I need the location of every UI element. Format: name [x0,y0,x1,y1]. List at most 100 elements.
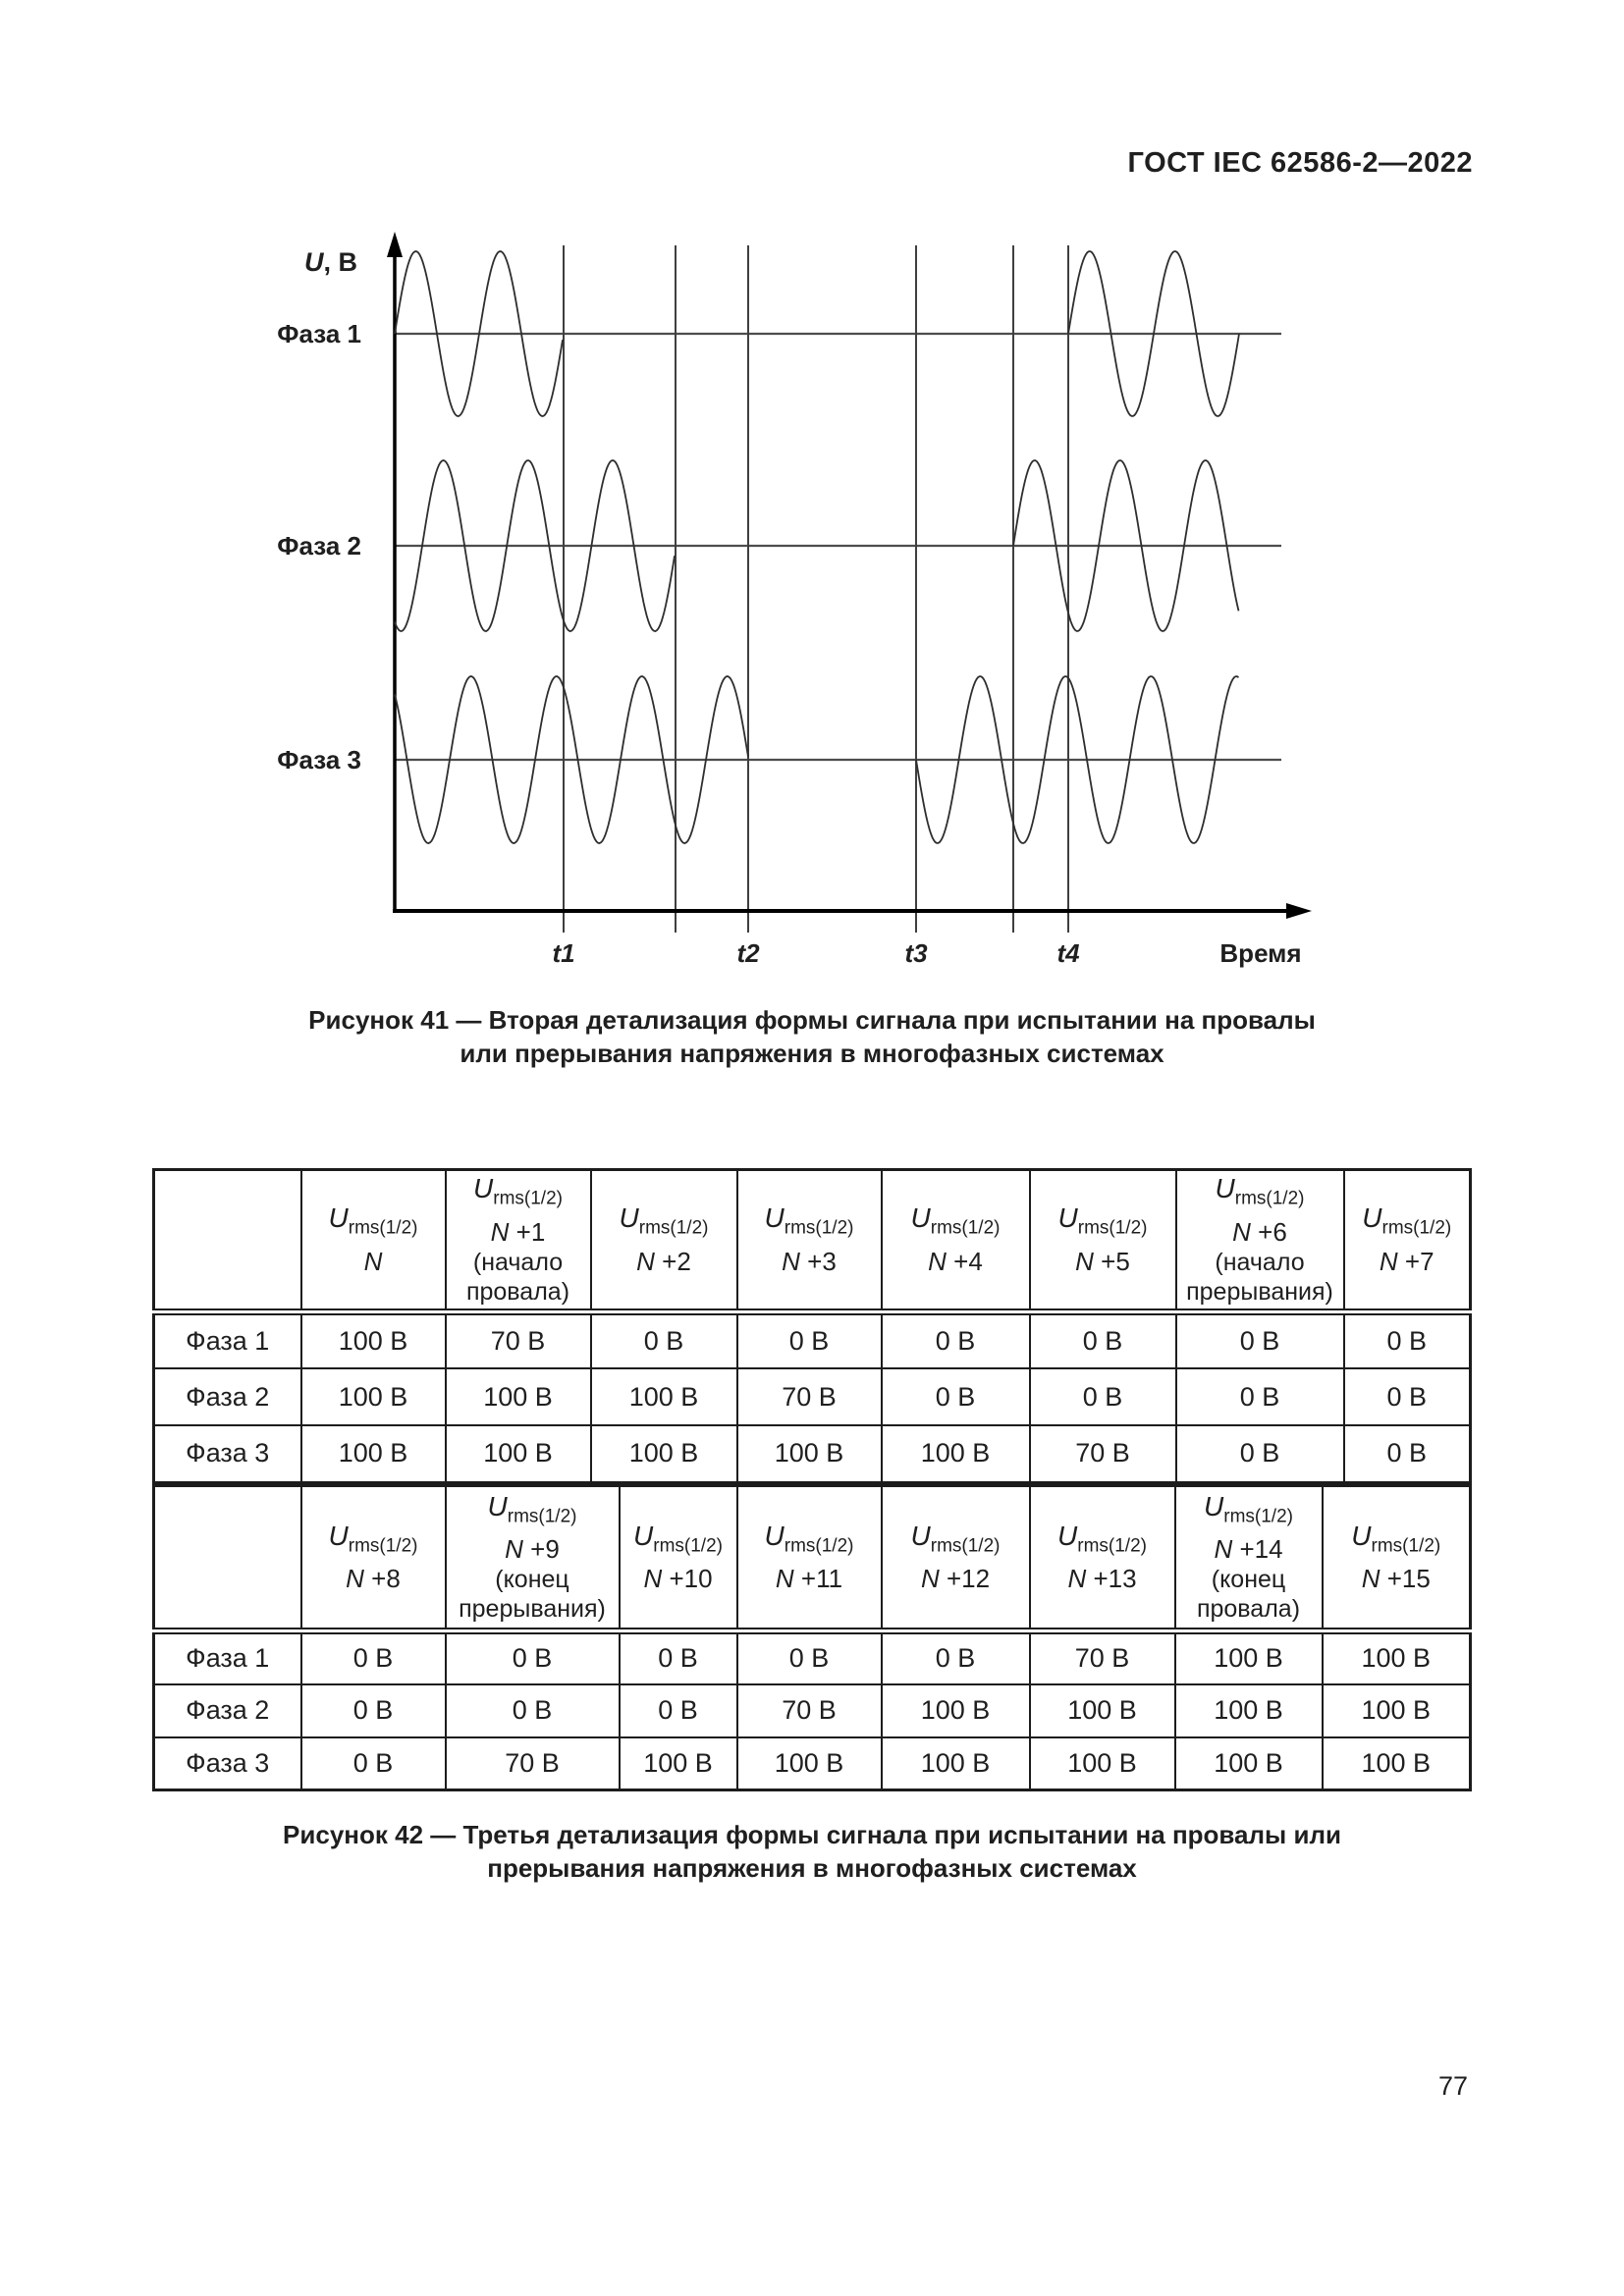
t2-label: t2 [736,938,760,968]
header-cell-7: Urms(1/2) N +7 [1342,1168,1472,1315]
value-cell-r2-c7: 100 В [1173,1682,1324,1738]
phase-label-cell: Фаза 2 [152,1367,302,1427]
u-symbol: U [1362,1202,1382,1233]
value-cell-r2-c4: 70 В [735,1682,883,1738]
value-cell-r1-c7: 0 В [1174,1310,1345,1370]
u-symbol: U [764,1202,785,1233]
value-cell-r1-c5: 0 В [880,1310,1031,1370]
value-cell-r3-c2: 70 В [444,1735,621,1791]
phase-label-cell: Фаза 3 [152,1735,302,1791]
sine-wave-phase-1-seg-2 [1067,250,1240,417]
corner-cell [152,1484,302,1634]
value-cell-r2-c2: 100 В [444,1367,592,1427]
half-cycle-index: N +13 [1067,1564,1137,1594]
u-symbol: U [487,1490,508,1522]
value-cell-r3-c1: 0 В [299,1735,447,1791]
half-cycle-index: N +1 [490,1216,546,1247]
value-cell-r3-c2: 100 В [444,1424,592,1484]
header-cell-0: Urms(1/2) N +8 [299,1484,447,1634]
value-cell-r2-c3: 0 В [618,1682,738,1738]
u-symbol: U [1057,1202,1078,1233]
header-cell-5: Urms(1/2) N +13 [1028,1484,1176,1634]
half-cycle-index: N [363,1246,383,1276]
voltage-table-2: Urms(1/2) N +8 Urms(1/2) N +9 (конец прерыва… [152,1484,1472,1791]
phase-label-cell: Фаза 1 [152,1629,302,1685]
value-cell-r3-c4: 100 В [735,1735,883,1791]
value-cell-r2-c1: 0 В [299,1682,447,1738]
half-cycle-index: N +9 [505,1534,560,1565]
value-cell-r3-c7: 100 В [1173,1735,1324,1791]
header-cell-6: Urms(1/2) N +6 (начало прерывания) [1174,1168,1345,1315]
t1-label: t1 [552,938,574,968]
u-symbol: U [910,1520,931,1551]
u-subscript: rms(1/2) [1371,1535,1441,1557]
phase-3-label: Фаза 3 [277,745,361,774]
value-cell-r1-c6: 70 В [1028,1629,1176,1685]
corner-cell [152,1168,302,1315]
t3-label: t3 [904,938,928,968]
half-cycle-index: N +11 [775,1564,843,1594]
value-cell-r1-c1: 100 В [299,1310,447,1370]
event-note: (начало провала) [465,1248,570,1306]
half-cycle-index: N +6 [1232,1216,1287,1247]
u-symbol: U [1351,1520,1372,1551]
standard-number-header: ГОСТ IEC 62586-2—2022 [1127,147,1473,179]
half-cycle-index: N +2 [636,1246,691,1276]
phase-1-label: Фаза 1 [277,319,361,348]
header-cell-3: Urms(1/2) N +3 [735,1168,883,1315]
header-cell-4: Urms(1/2) N +4 [880,1168,1031,1315]
u-symbol: U [1057,1520,1078,1551]
value-cell-r2-c6: 0 В [1028,1367,1177,1427]
value-cell-r2-c3: 100 В [589,1367,738,1427]
header-cell-5: Urms(1/2) N +5 [1028,1168,1177,1315]
u-symbol: U [619,1202,639,1233]
value-cell-r3-c5: 100 В [880,1735,1031,1791]
value-cell-r2-c6: 100 В [1028,1682,1176,1738]
u-subscript: rms(1/2) [1381,1217,1452,1239]
header-cell-3: Urms(1/2) N +11 [735,1484,883,1634]
figure42-caption: Рисунок 42 — Третья детализация формы си… [0,1818,1624,1885]
figure42-caption-line1: Рисунок 42 — Третья детализация формы си… [283,1820,1341,1849]
value-cell-r1-c7: 100 В [1173,1629,1324,1685]
sine-wave-phase-3-seg-1 [394,675,749,844]
value-cell-r2-c7: 0 В [1174,1367,1345,1427]
u-subscript: rms(1/2) [348,1535,418,1557]
time-axis-label: Время [1219,938,1301,968]
half-cycle-index: N +14 [1214,1534,1283,1565]
value-cell-r3-c3: 100 В [618,1735,738,1791]
sine-wave-phase-1-seg-1 [394,250,564,417]
u-subscript: rms(1/2) [784,1217,854,1239]
figure41-caption-line2: или прерывания напряжения в многофазных … [460,1039,1164,1068]
half-cycle-index: N +5 [1075,1246,1130,1276]
t4-label: t4 [1056,938,1080,968]
figure41-waveform-diagram: t1 t2 t3 t4 Фаза 1 Фаза 2 Фаза 3 U, В Время [277,232,1312,968]
value-cell-r2-c8: 100 В [1321,1682,1472,1738]
header-cell-2: Urms(1/2) N +10 [618,1484,738,1634]
u-symbol: U [1204,1490,1224,1522]
header-cell-0: Urms(1/2) N [299,1168,447,1315]
header-cell-6: Urms(1/2) N +14 (конец провала) [1173,1484,1324,1634]
sine-wave-phase-2-seg-2 [1012,459,1240,632]
value-cell-r3-c3: 100 В [589,1424,738,1484]
value-cell-r2-c2: 0 В [444,1682,621,1738]
event-note: (конец провала) [1196,1566,1301,1624]
event-note: (конец прерывания) [459,1566,606,1624]
value-cell-r1-c8: 100 В [1321,1629,1472,1685]
value-cell-r1-c4: 0 В [735,1310,883,1370]
half-cycle-index: N +10 [643,1564,713,1594]
u-symbol: U [633,1520,654,1551]
value-cell-r1-c2: 0 В [444,1629,621,1685]
phase-label-cell: Фаза 1 [152,1310,302,1370]
u-symbol: U [764,1520,785,1551]
value-cell-r3-c7: 0 В [1174,1424,1345,1484]
value-cell-r1-c5: 0 В [880,1629,1031,1685]
u-subscript: rms(1/2) [653,1535,723,1557]
sine-wave-phase-2-seg-1 [394,459,676,632]
u-symbol: U [328,1520,349,1551]
time-axis-arrow-icon [1286,903,1312,919]
